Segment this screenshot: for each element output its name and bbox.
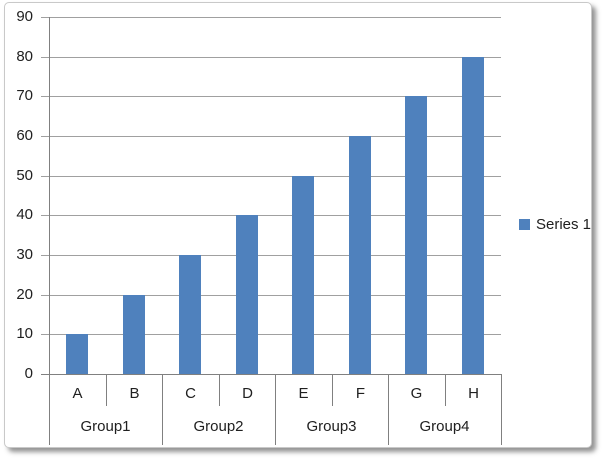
chart-frame: 0 10 20 30 40 50 60 70 80 90 A B C D E F G H Group1 Group2 G… bbox=[4, 2, 592, 448]
gridline bbox=[41, 255, 501, 256]
group-separator bbox=[49, 374, 50, 445]
gridline bbox=[41, 96, 501, 97]
category-tick bbox=[332, 374, 333, 406]
y-axis-tick-label: 10 bbox=[16, 325, 33, 342]
bar-D bbox=[236, 215, 258, 374]
category-label: D bbox=[242, 385, 253, 402]
y-axis-tick-label: 80 bbox=[16, 48, 33, 65]
bar-G bbox=[405, 96, 427, 374]
category-label: E bbox=[298, 385, 309, 402]
category-label: G bbox=[410, 385, 423, 402]
group-separator bbox=[388, 374, 389, 445]
category-label: H bbox=[468, 385, 479, 402]
group-separator bbox=[275, 374, 276, 445]
category-label: F bbox=[355, 385, 366, 402]
y-axis-tick-label: 30 bbox=[16, 246, 33, 263]
group-separator bbox=[501, 374, 502, 445]
x-axis-line bbox=[41, 374, 501, 375]
y-axis-tick-label: 60 bbox=[16, 127, 33, 144]
bar-H bbox=[462, 57, 484, 374]
group-label: Group4 bbox=[419, 418, 470, 435]
gridline bbox=[41, 334, 501, 335]
legend-series-label: Series 1 bbox=[536, 216, 592, 233]
y-axis-tick-label: 70 bbox=[16, 87, 33, 104]
group-label: Group2 bbox=[193, 418, 244, 435]
legend: Series 1 bbox=[519, 216, 591, 233]
category-label: C bbox=[185, 385, 196, 402]
gridline bbox=[41, 295, 501, 296]
gridline bbox=[41, 17, 501, 18]
group-separator bbox=[162, 374, 163, 445]
y-axis-line bbox=[49, 17, 50, 374]
category-tick bbox=[219, 374, 220, 406]
group-label: Group1 bbox=[80, 418, 131, 435]
bar-E bbox=[292, 176, 314, 374]
category-tick bbox=[445, 374, 446, 406]
y-axis-tick-label: 50 bbox=[16, 167, 33, 184]
y-axis-tick-label: 40 bbox=[16, 206, 33, 223]
category-label: A bbox=[72, 385, 83, 402]
legend-swatch-icon bbox=[519, 219, 530, 230]
category-label: B bbox=[129, 385, 140, 402]
y-axis-tick-label: 0 bbox=[24, 365, 33, 382]
gridline bbox=[41, 215, 501, 216]
category-tick bbox=[106, 374, 107, 406]
bar-B bbox=[123, 295, 145, 374]
gridline bbox=[41, 136, 501, 137]
y-axis-tick-label: 20 bbox=[16, 286, 33, 303]
y-axis-tick-label: 90 bbox=[16, 8, 33, 25]
bar-A bbox=[66, 334, 88, 374]
bar-C bbox=[179, 255, 201, 374]
gridline bbox=[41, 176, 501, 177]
group-label: Group3 bbox=[306, 418, 357, 435]
gridline bbox=[41, 57, 501, 58]
bar-F bbox=[349, 136, 371, 374]
